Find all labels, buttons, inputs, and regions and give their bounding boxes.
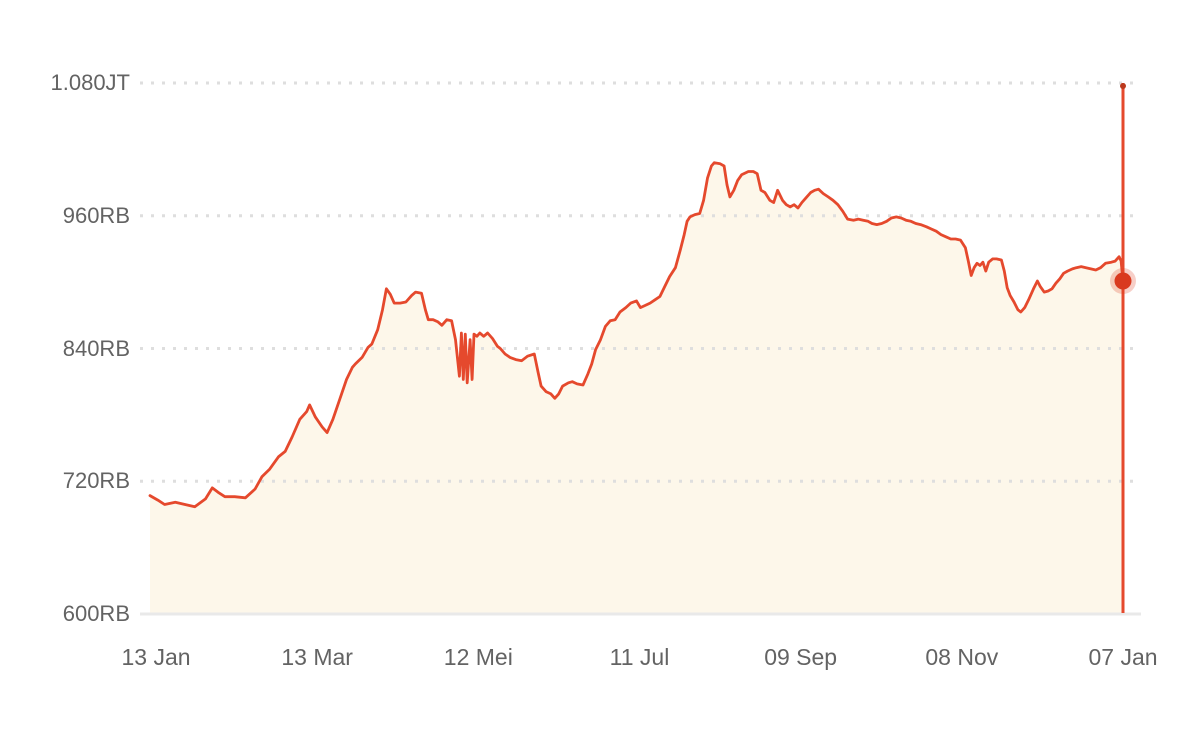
x-axis-label: 13 Mar	[281, 644, 353, 670]
area-fill	[150, 162, 1123, 613]
y-axis-label: 960RB	[62, 202, 130, 228]
x-axis-label: 07 Jan	[1088, 644, 1158, 670]
y-axis-label: 720RB	[62, 468, 130, 494]
x-axis-label: 08 Nov	[925, 644, 999, 670]
crosshair-top-cap	[1120, 83, 1126, 89]
x-axis-label: 12 Mei	[443, 644, 513, 670]
x-axis-label: 09 Sep	[764, 644, 838, 670]
y-axis-label: 600RB	[62, 601, 130, 626]
last-price-marker	[1114, 272, 1132, 290]
x-axis-label: 11 Jul	[609, 644, 670, 670]
y-axis-label: 1.080JT	[50, 70, 131, 95]
price-line	[148, 161, 1125, 509]
y-axis-label: 840RB	[62, 335, 130, 361]
x-axis-label: 13 Jan	[121, 644, 191, 670]
